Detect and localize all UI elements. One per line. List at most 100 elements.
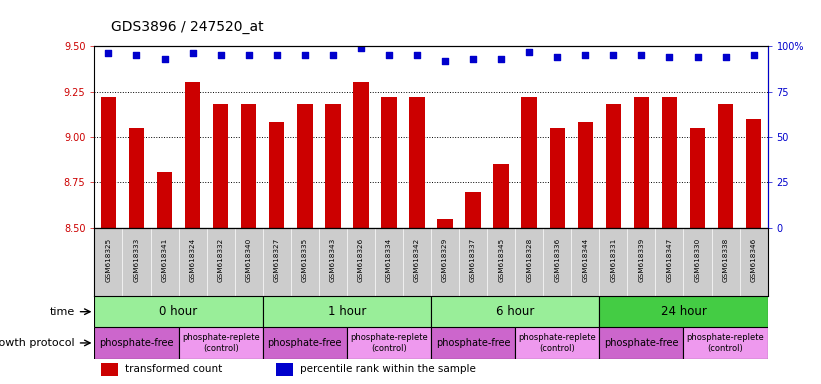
Text: GSM618335: GSM618335 [302,238,308,282]
Text: phosphate-replete
(control): phosphate-replete (control) [518,333,596,353]
Point [663,54,676,60]
Point [691,54,704,60]
Bar [493,164,509,228]
Point [186,50,200,56]
Point [214,52,227,58]
Point [466,56,479,62]
Text: GSM618330: GSM618330 [695,238,700,282]
Text: percentile rank within the sample: percentile rank within the sample [300,364,475,374]
Point [719,54,732,60]
Text: phosphate-free: phosphate-free [268,338,342,348]
Text: GSM618336: GSM618336 [554,238,560,282]
Point [579,52,592,58]
Point [410,52,424,58]
Bar [634,97,649,228]
Bar [466,192,481,228]
Text: GSM618333: GSM618333 [134,238,140,282]
Point [158,56,171,62]
Bar [683,327,768,359]
Point [747,52,760,58]
Bar [410,97,424,228]
Text: GSM618324: GSM618324 [190,238,195,282]
Bar [662,97,677,228]
Text: GSM618345: GSM618345 [498,238,504,282]
Text: 6 hour: 6 hour [496,305,534,318]
Text: GSM618331: GSM618331 [610,238,617,282]
Bar [276,363,293,376]
Text: transformed count: transformed count [125,364,222,374]
Text: 1 hour: 1 hour [328,305,366,318]
Bar [718,104,733,228]
Text: GSM618326: GSM618326 [358,238,364,282]
Text: GSM618342: GSM618342 [414,238,420,282]
Bar [157,172,172,228]
Point [551,54,564,60]
Bar [94,327,179,359]
Point [130,52,143,58]
Bar [690,128,705,228]
Text: phosphate-replete
(control): phosphate-replete (control) [686,333,764,353]
Text: phosphate-replete
(control): phosphate-replete (control) [181,333,259,353]
Bar [263,327,347,359]
Bar [179,327,263,359]
Text: phosphate-free: phosphate-free [436,338,511,348]
Point [298,52,311,58]
Bar [431,296,599,327]
Bar [297,104,313,228]
Bar [353,83,369,228]
Text: GDS3896 / 247520_at: GDS3896 / 247520_at [111,20,264,34]
Text: GSM618340: GSM618340 [245,238,252,282]
Bar [578,122,593,228]
Text: GSM618339: GSM618339 [639,238,644,282]
Point [242,52,255,58]
Bar [185,83,200,228]
Point [102,50,115,56]
Point [326,52,339,58]
Text: GSM618334: GSM618334 [386,238,392,282]
Point [355,45,368,51]
Bar [599,327,683,359]
Bar [241,104,256,228]
Bar [269,122,284,228]
Bar [347,327,431,359]
Point [494,56,507,62]
Point [383,52,396,58]
Bar [438,219,452,228]
Bar [129,128,144,228]
Point [270,52,283,58]
Point [607,52,620,58]
Text: GSM618341: GSM618341 [162,238,167,282]
Text: GSM618338: GSM618338 [722,238,728,282]
Text: 0 hour: 0 hour [159,305,198,318]
Text: phosphate-free: phosphate-free [604,338,679,348]
Text: GSM618328: GSM618328 [526,238,532,282]
Bar [746,119,761,228]
Bar [606,104,621,228]
Bar [94,296,263,327]
Bar [431,327,516,359]
Text: GSM618343: GSM618343 [330,238,336,282]
Bar [599,296,768,327]
Bar [381,97,397,228]
Point [635,52,648,58]
Bar [521,97,537,228]
Text: GSM618332: GSM618332 [218,238,223,282]
Text: time: time [49,307,75,317]
Text: 24 hour: 24 hour [661,305,706,318]
Bar [325,104,341,228]
Bar [549,128,565,228]
Bar [101,363,118,376]
Text: GSM618346: GSM618346 [750,238,757,282]
Text: growth protocol: growth protocol [0,338,75,348]
Text: GSM618329: GSM618329 [442,238,448,282]
Point [523,48,536,55]
Point [438,58,452,64]
Text: GSM618344: GSM618344 [582,238,589,282]
Bar [101,97,116,228]
Bar [213,104,228,228]
Text: GSM618347: GSM618347 [667,238,672,282]
Bar [516,327,599,359]
Text: GSM618325: GSM618325 [105,238,112,282]
Text: phosphate-replete
(control): phosphate-replete (control) [350,333,428,353]
Bar [263,296,431,327]
